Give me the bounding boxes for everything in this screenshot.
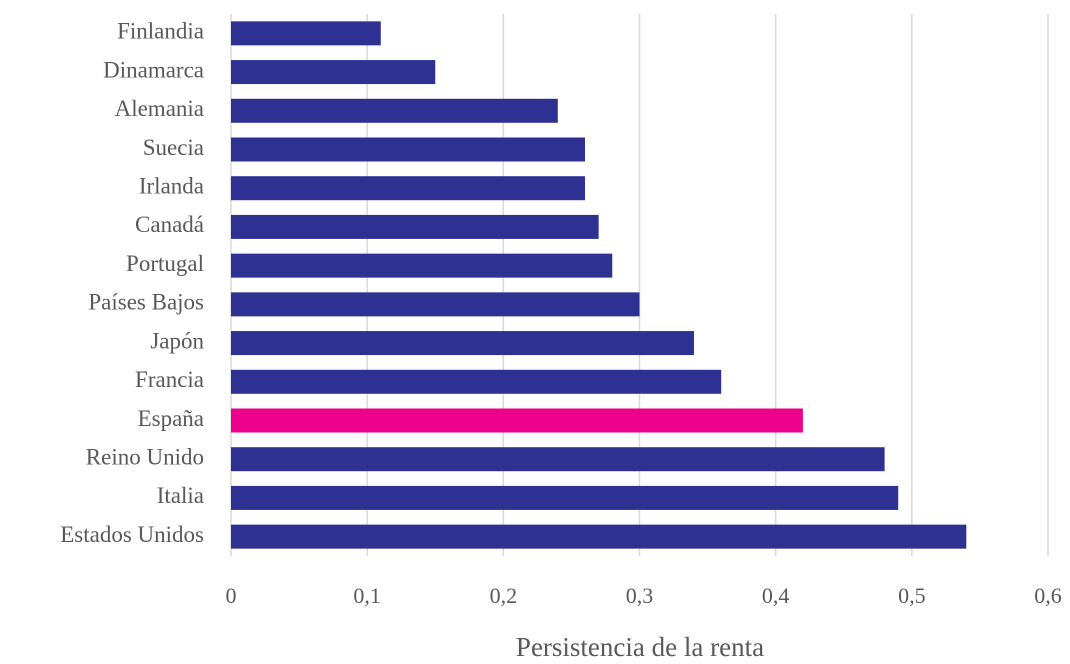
x-tick-label: 0,1	[353, 583, 381, 608]
bar	[231, 485, 899, 510]
bar	[231, 447, 885, 472]
y-tick-label: Dinamarca	[103, 57, 204, 82]
bar	[231, 408, 803, 433]
y-tick-label: Reino Unido	[86, 444, 204, 469]
x-tick-label: 0	[226, 583, 237, 608]
bar	[231, 369, 722, 394]
x-tick-label: 0,5	[898, 583, 926, 608]
y-tick-label: España	[138, 406, 204, 431]
bar	[231, 176, 586, 201]
y-tick-label: Finlandia	[117, 19, 204, 44]
y-tick-label: Italia	[157, 483, 204, 508]
y-tick-label: Canadá	[135, 212, 204, 237]
bar	[231, 21, 381, 46]
bar	[231, 137, 586, 162]
x-tick-label: 0,4	[762, 583, 790, 608]
y-tick-label: Japón	[150, 328, 204, 353]
x-tick-label: 0,2	[490, 583, 518, 608]
bar	[231, 60, 436, 85]
bar	[231, 253, 613, 278]
bar	[231, 214, 599, 239]
x-axis-label: Persistencia de la renta	[516, 632, 764, 662]
y-tick-label: Francia	[135, 367, 204, 392]
bar	[231, 524, 967, 549]
y-tick-label: Portugal	[126, 251, 204, 276]
y-tick-label: Alemania	[115, 96, 204, 121]
y-tick-label: Estados Unidos	[60, 522, 204, 547]
y-tick-label: Suecia	[143, 135, 204, 160]
bar	[231, 292, 640, 317]
y-tick-label: Irlanda	[139, 173, 204, 198]
bar	[231, 98, 558, 123]
y-tick-label: Países Bajos	[88, 290, 204, 315]
x-tick-label: 0,6	[1034, 583, 1062, 608]
x-tick-label: 0,3	[626, 583, 654, 608]
bar	[231, 331, 694, 356]
